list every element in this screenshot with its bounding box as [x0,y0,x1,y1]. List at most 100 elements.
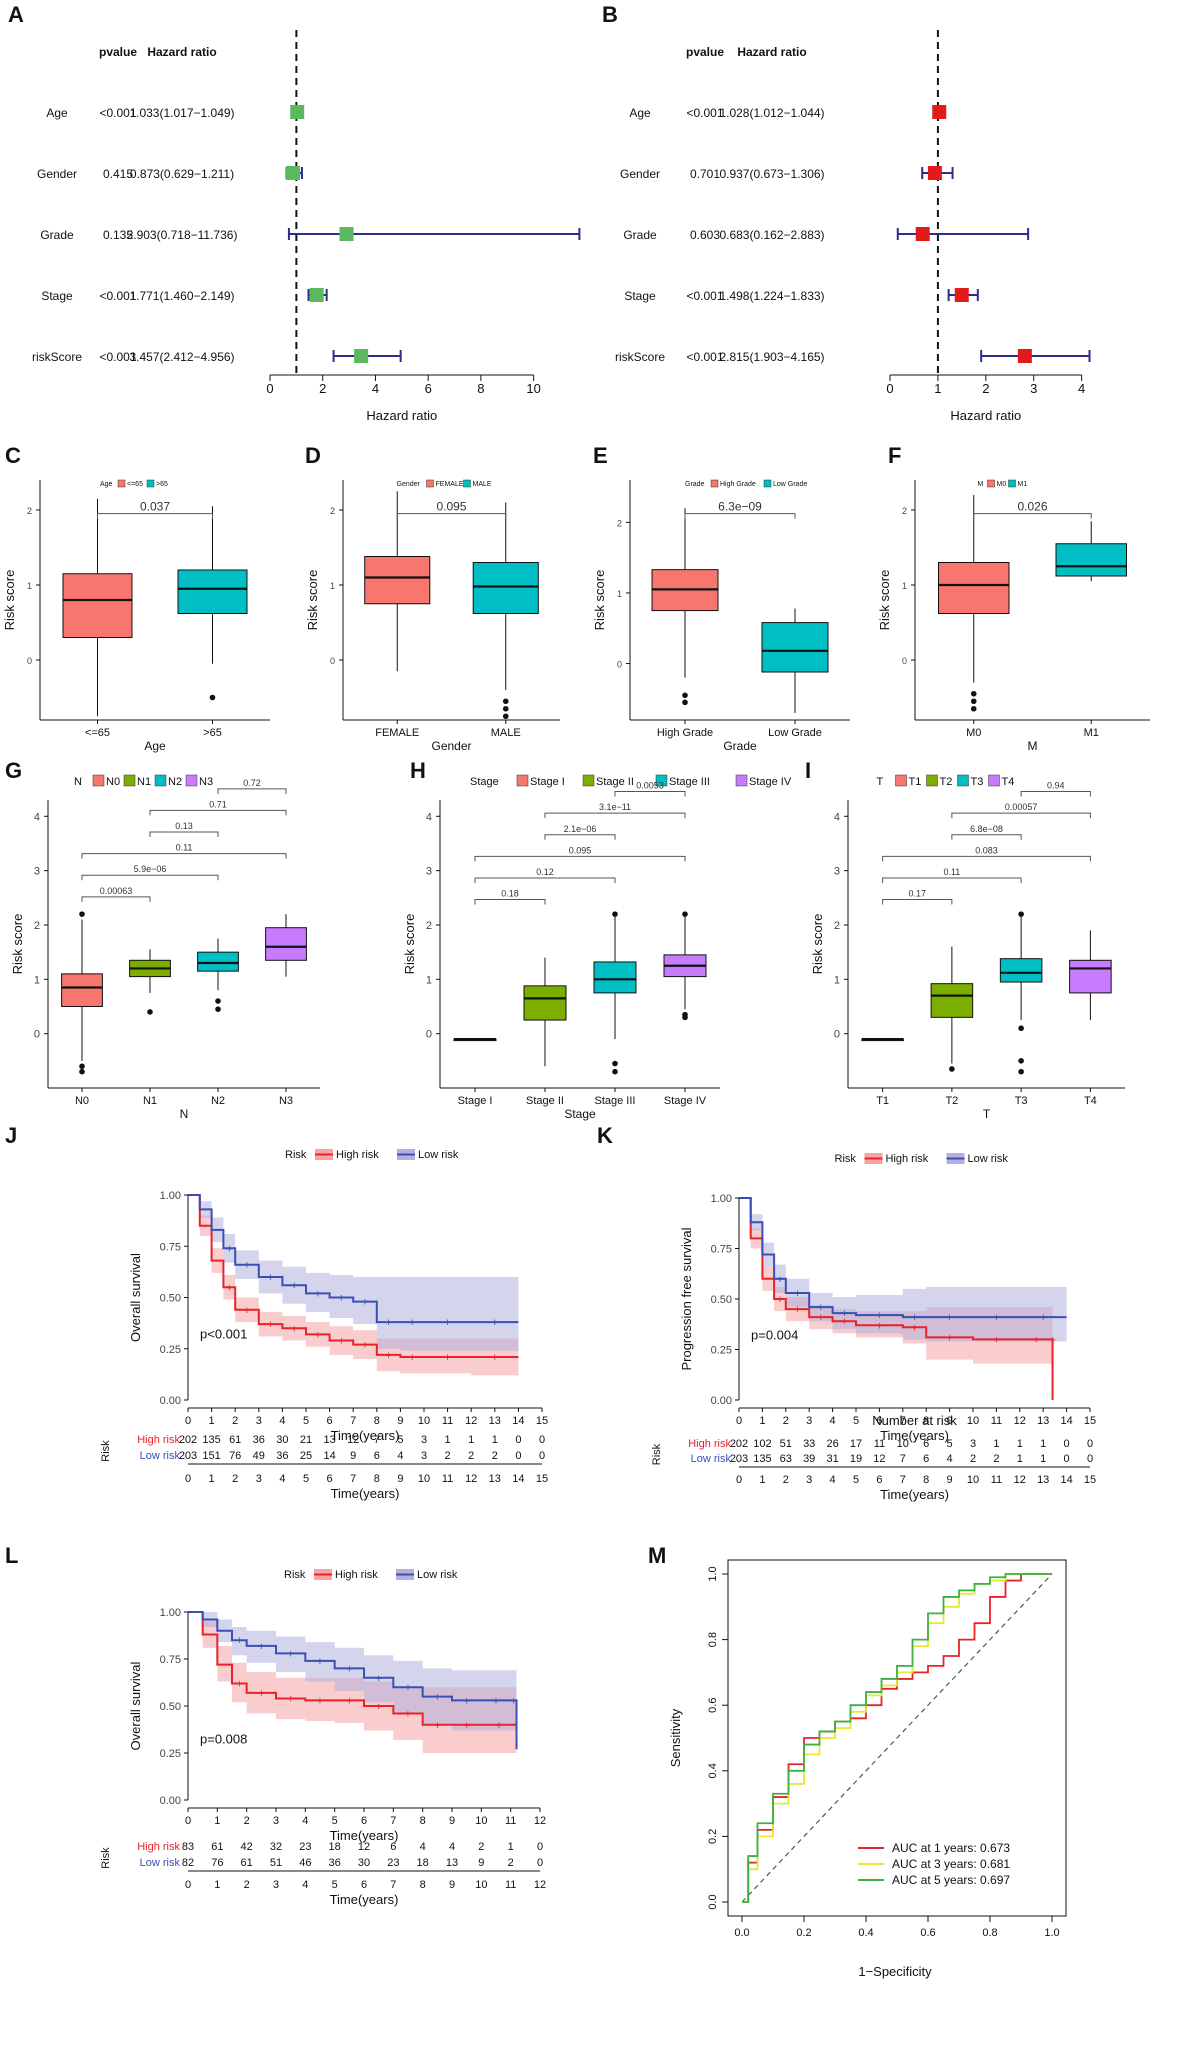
risk-table-count: 23 [387,1857,399,1869]
row-pvalue: 0.701 [690,167,720,181]
risk-table-count: 3 [421,1450,427,1462]
panel-label: E [593,443,608,468]
hr-marker [927,166,942,180]
row-pvalue: 0.603 [690,228,720,242]
y-tick-label: 0 [834,1029,840,1041]
comparison-bracket [684,513,796,519]
legend-swatch [988,774,1000,787]
censor-mark: + [510,1695,516,1707]
outlier-point [1018,1025,1024,1032]
y-tick-label: 0.75 [711,1244,732,1256]
survival-curve [188,1611,518,1750]
y-tick-label: 1.0 [707,1566,719,1581]
row-pvalue: <0.001 [686,289,723,303]
comparison-bracket [474,899,546,905]
risk-table-count: 2 [492,1450,498,1462]
risk-table-count: 82 [182,1857,194,1869]
panel-label: C [5,443,21,468]
row-label: Gender [620,167,660,181]
y-tick-label: 2 [426,920,432,932]
hr-marker [290,105,305,119]
comparison-pvalue: 0.18 [501,889,519,899]
censor-mark: + [338,1336,344,1348]
risk-table-tick-label: 6 [876,1474,882,1486]
risk-table-tick-label: 4 [302,1879,308,1891]
risk-table-tick-label: 13 [489,1473,501,1485]
risk-table-count: 9 [350,1450,356,1462]
y-tick-label: 0.75 [160,1241,181,1253]
y-tick-label: 0 [34,1029,40,1041]
censor-mark: + [777,1294,783,1306]
censor-mark: + [841,1308,847,1320]
risk-table-count: 76 [229,1450,241,1462]
y-tick-label: 0.0 [707,1894,719,1909]
box [364,556,431,605]
risk-table-tick-label: 0 [736,1474,742,1486]
risk-table-count: 2 [478,1841,484,1853]
y-tick-label: 0.50 [160,1701,181,1713]
risk-table-count: 30 [358,1857,370,1869]
risk-table-tick-label: 9 [449,1879,455,1891]
box [930,983,974,1018]
legend-entry: Low risk [417,1569,458,1581]
comparison-bracket [951,812,1091,819]
legend-entry: AUC at 3 years: 0.681 [892,1857,1010,1871]
risk-table-tick-label: 5 [303,1473,309,1485]
risk-table-tick-label: 9 [397,1473,403,1485]
row-pvalue: <0.001 [686,350,723,364]
outlier-point [949,1066,955,1072]
x-axis-title: Grade [723,739,757,753]
comparison-bracket [81,874,219,881]
y-tick-label: 4 [34,811,40,823]
risk-table-count: 0 [1064,1453,1070,1465]
risk-table-tick-label: 2 [232,1473,238,1485]
risk-table-count: 135 [202,1434,220,1446]
x-tick-label: M0 [966,727,981,739]
x-tick-label: N3 [279,1095,293,1107]
y-tick-label: 0.00 [160,1795,181,1807]
x-tick-label: 10 [967,1415,979,1427]
censor-mark: + [317,1695,323,1707]
censor-mark: + [375,1673,381,1685]
risk-table-tick-label: 11 [991,1474,1002,1486]
y-tick-label: 0 [426,1029,432,1041]
comparison-pvalue: 2.1e−06 [564,824,597,834]
box [523,985,567,1021]
risk-table-count: 5 [947,1438,953,1450]
censor-mark: + [291,1280,297,1292]
x-tick-label: 4 [830,1415,836,1427]
risk-table-count: 18 [329,1841,341,1853]
censor-mark: + [375,1701,381,1713]
risk-table-count: 4 [397,1450,403,1462]
legend-swatch [516,774,529,787]
risk-table-x-title: Time(years) [330,1892,399,1907]
risk-table-count: 0 [539,1434,545,1446]
comparison-bracket [474,877,616,883]
risk-table-tick-label: 2 [244,1879,250,1891]
risk-table-count: 23 [299,1841,311,1853]
risk-table-count: 12 [358,1841,370,1853]
risk-table-tick-label: 8 [923,1474,929,1486]
outlier-point [215,998,221,1004]
outlier-point [79,1063,85,1070]
risk-table-count: 25 [300,1450,312,1462]
comparison-bracket [951,834,1022,840]
x-tick-label: Stage III [595,1095,636,1107]
x-tick-label: High Grade [657,727,713,739]
comparison-pvalue: 0.095 [436,500,466,514]
censor-mark: + [911,1312,917,1324]
y-tick-label: 1.00 [160,1190,181,1202]
risk-table-count: 102 [753,1438,771,1450]
x-tick-label: >65 [203,727,222,739]
x-tick-label: 0.6 [920,1927,935,1939]
x-tick-label: 3 [806,1415,812,1427]
legend-entry: High Grade [720,481,756,488]
censor-mark: + [463,1720,469,1732]
x-tick-label: 3 [256,1415,262,1427]
x-tick-label: N2 [211,1095,225,1107]
x-tick-label: 3 [1030,381,1037,396]
x-tick-label: 8 [477,381,484,396]
x-tick-label: MALE [491,727,521,739]
